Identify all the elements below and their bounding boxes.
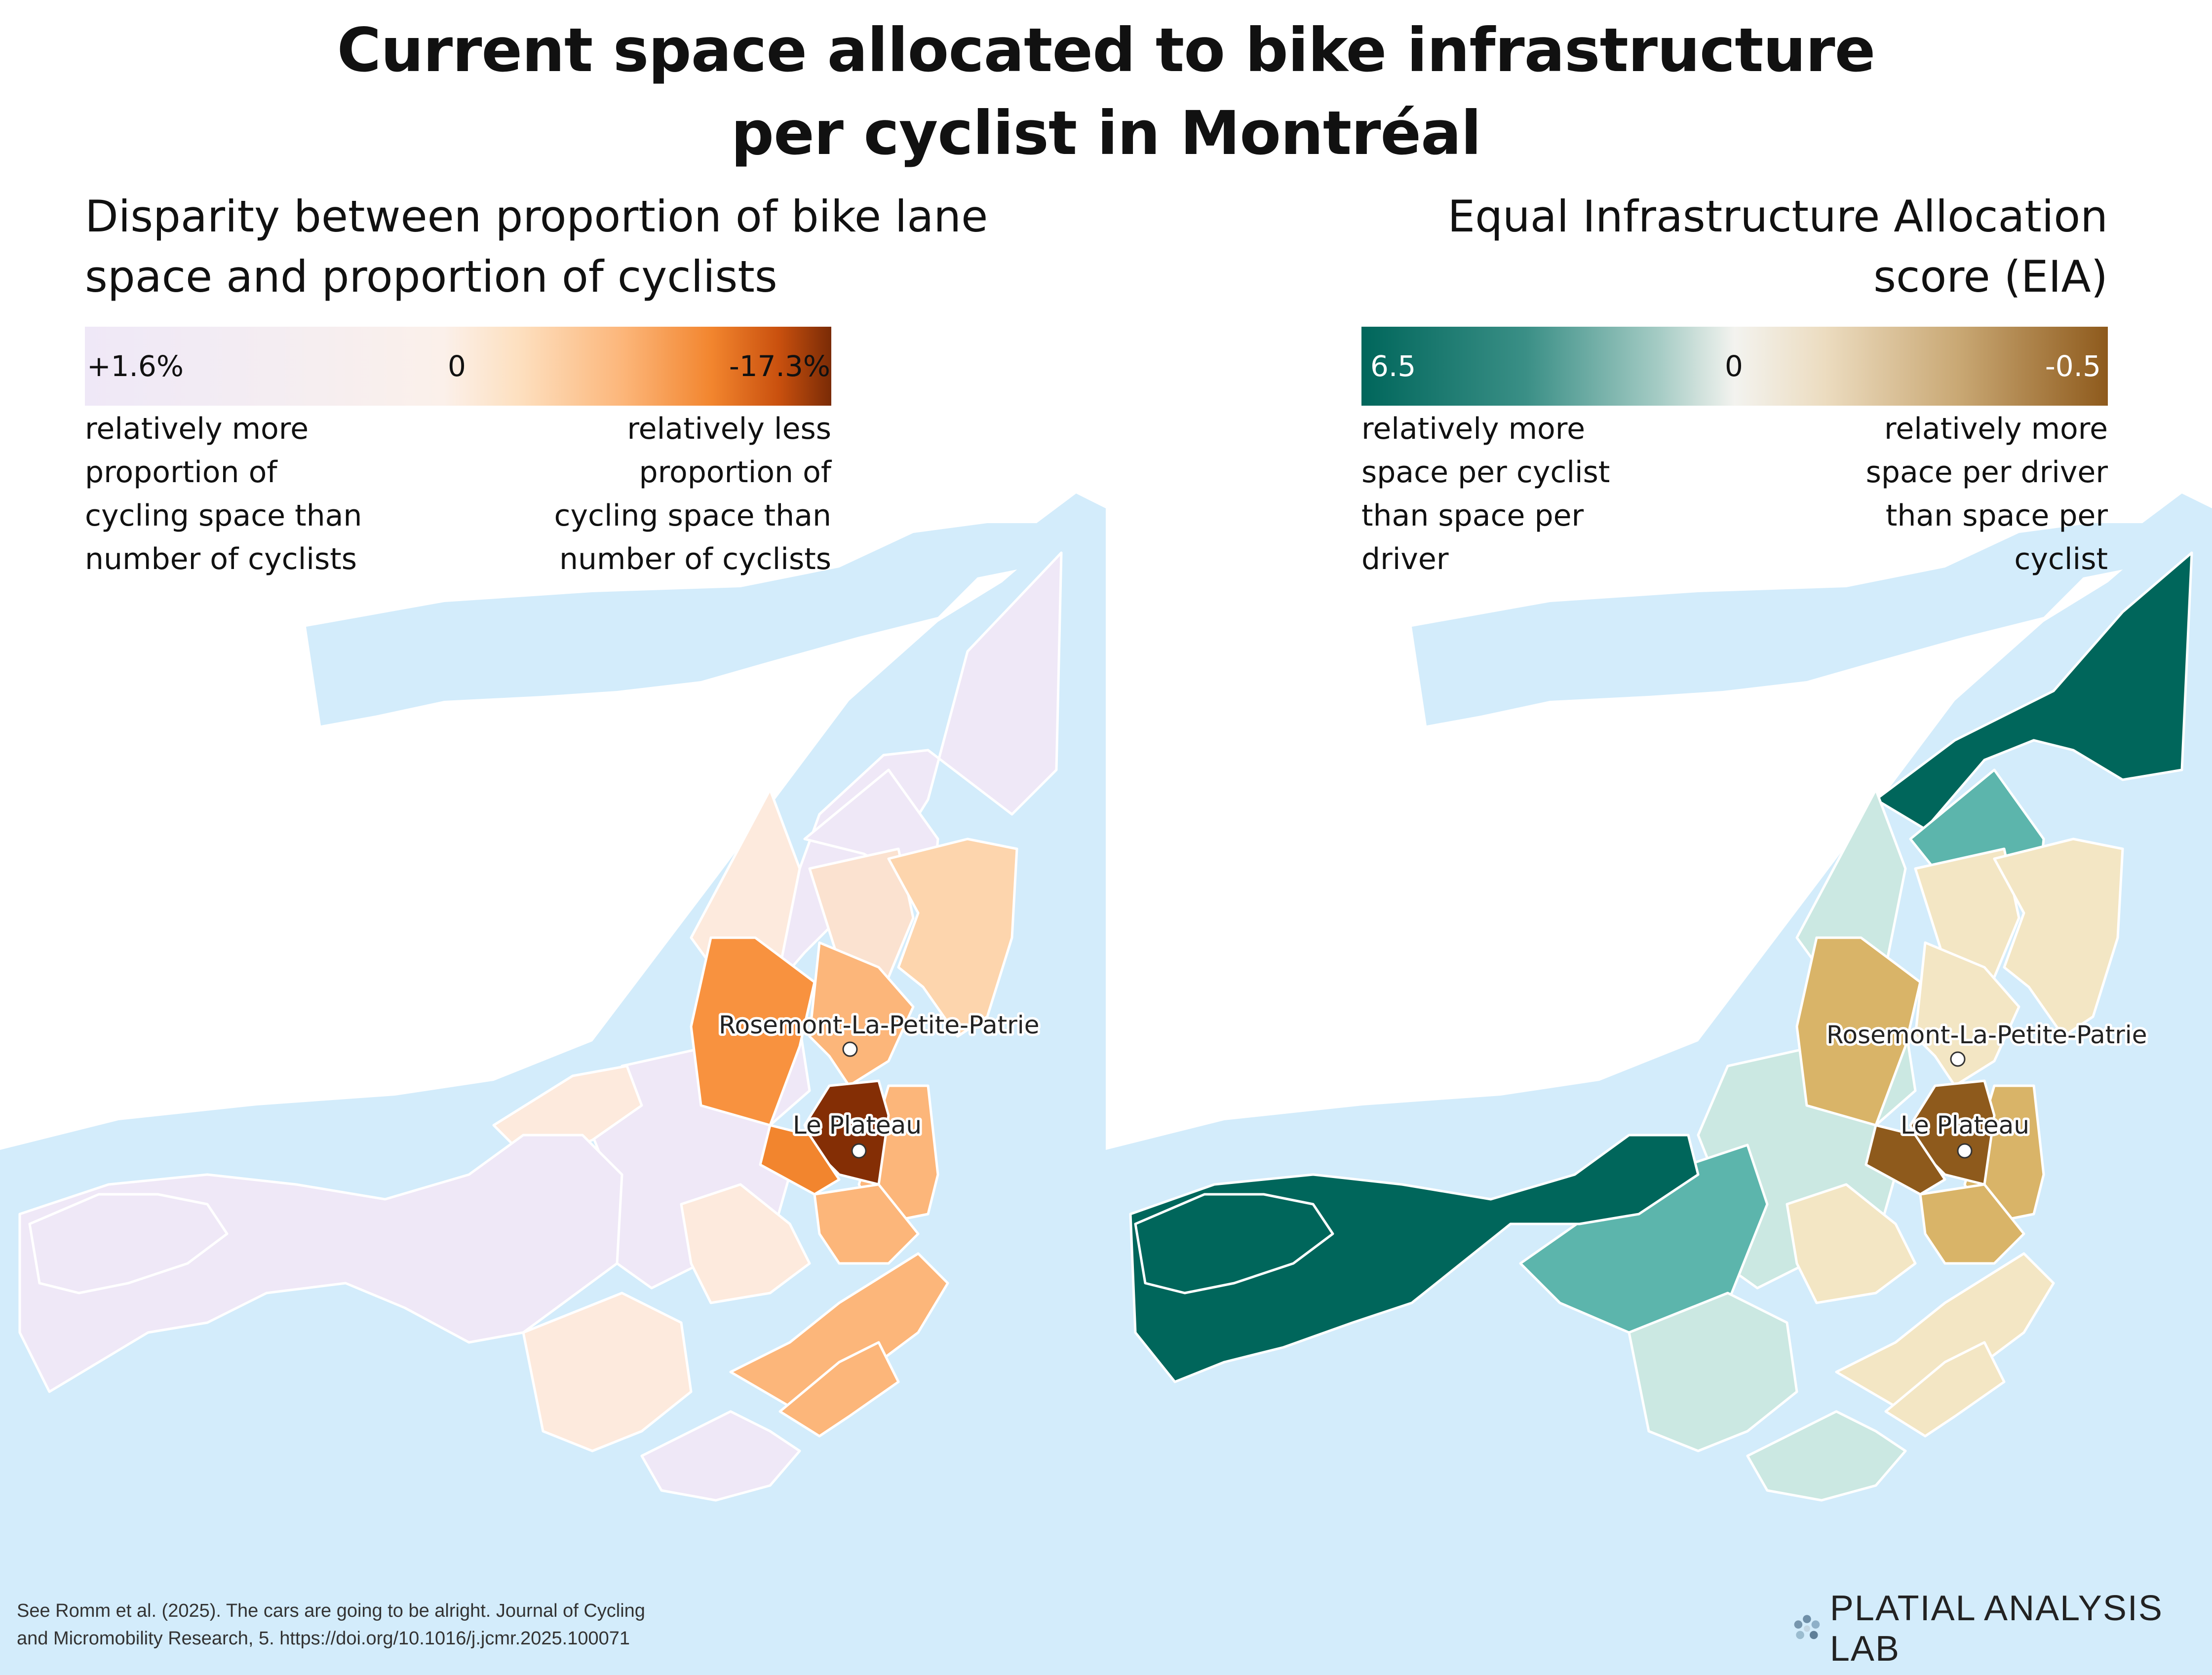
left-desc-right-line: number of cyclists (486, 537, 831, 581)
lab-logo-icon (1792, 1612, 1822, 1645)
left-plateau-marker (852, 1144, 866, 1158)
right-desc-left-line: than space per (1361, 494, 1707, 537)
left-rosemont-label: Rosemont-La-Petite-Patrie (719, 1011, 1039, 1039)
left-legend-mid-label: 0 (448, 327, 466, 406)
left-desc-left-line: number of cyclists (85, 537, 430, 581)
left-subtitle-line-2: space and proportion of cyclists (85, 247, 1023, 307)
right-legend-min-label: 6.5 (1370, 327, 1416, 406)
left-map: Rosemont-La-Petite-Patrie Le Plateau (0, 494, 1106, 1675)
right-legend-left-description: relatively more space per cyclist than s… (1361, 407, 1707, 581)
right-desc-left-line: space per cyclist (1361, 451, 1707, 494)
citation-line-2: and Micromobility Research, 5. https://d… (17, 1625, 807, 1652)
right-legend-max-label: -0.5 (2045, 327, 2101, 406)
right-legend-right-description: relatively more space per driver than sp… (1762, 407, 2108, 581)
right-desc-right-line: space per driver (1762, 451, 2108, 494)
right-plateau-label: Le Plateau (1901, 1111, 2029, 1140)
right-rosemont-label: Rosemont-La-Petite-Patrie (1826, 1021, 2147, 1049)
right-water (1106, 494, 2212, 1675)
left-desc-right-line: proportion of (486, 451, 831, 494)
left-panel-subtitle: Disparity between proportion of bike lan… (85, 187, 1023, 307)
left-legend-max-label: -17.3% (729, 327, 830, 406)
right-desc-right-line: than space per (1762, 494, 2108, 537)
citation-line-1: See Romm et al. (2025). The cars are goi… (17, 1597, 807, 1625)
left-legend-left-description: relatively more proportion of cycling sp… (85, 407, 430, 581)
left-desc-left-line: cycling space than (85, 494, 430, 537)
right-panel-subtitle: Equal Infrastructure Allocation score (E… (1283, 187, 2108, 307)
left-desc-right-line: relatively less (486, 407, 831, 451)
left-desc-right-line: cycling space than (486, 494, 831, 537)
right-subtitle-line-2: score (EIA) (1283, 247, 2108, 307)
right-desc-right-line: cyclist (1762, 537, 2108, 581)
right-legend-mid-label: 0 (1725, 327, 1743, 406)
lab-logo-text: PLATIAL ANALYSIS LAB (1830, 1588, 2212, 1669)
left-legend-min-label: +1.6% (87, 327, 184, 406)
right-subtitle-line-1: Equal Infrastructure Allocation (1283, 187, 2108, 247)
left-legend-colorbar: +1.6% 0 -17.3% (85, 327, 831, 406)
right-rosemont-marker (1951, 1052, 1965, 1066)
left-subtitle-line-1: Disparity between proportion of bike lan… (85, 187, 1023, 247)
left-desc-left-line: relatively more (85, 407, 430, 451)
right-plateau-marker (1958, 1144, 1972, 1158)
left-plateau-label: Le Plateau (793, 1111, 922, 1140)
citation: See Romm et al. (2025). The cars are goi… (17, 1597, 807, 1652)
left-rosemont-marker (843, 1042, 857, 1056)
right-desc-left-line: relatively more (1361, 407, 1707, 451)
right-desc-right-line: relatively more (1762, 407, 2108, 451)
left-legend-right-description: relatively less proportion of cycling sp… (486, 407, 831, 581)
left-water (0, 494, 1106, 1675)
right-map: Rosemont-La-Petite-Patrie Le Plateau (1106, 494, 2212, 1675)
right-desc-left-line: driver (1361, 537, 1707, 581)
right-legend-colorbar: 6.5 0 -0.5 (1361, 327, 2108, 406)
left-desc-left-line: proportion of (85, 451, 430, 494)
lab-logo: PLATIAL ANALYSIS LAB (1792, 1606, 2212, 1651)
